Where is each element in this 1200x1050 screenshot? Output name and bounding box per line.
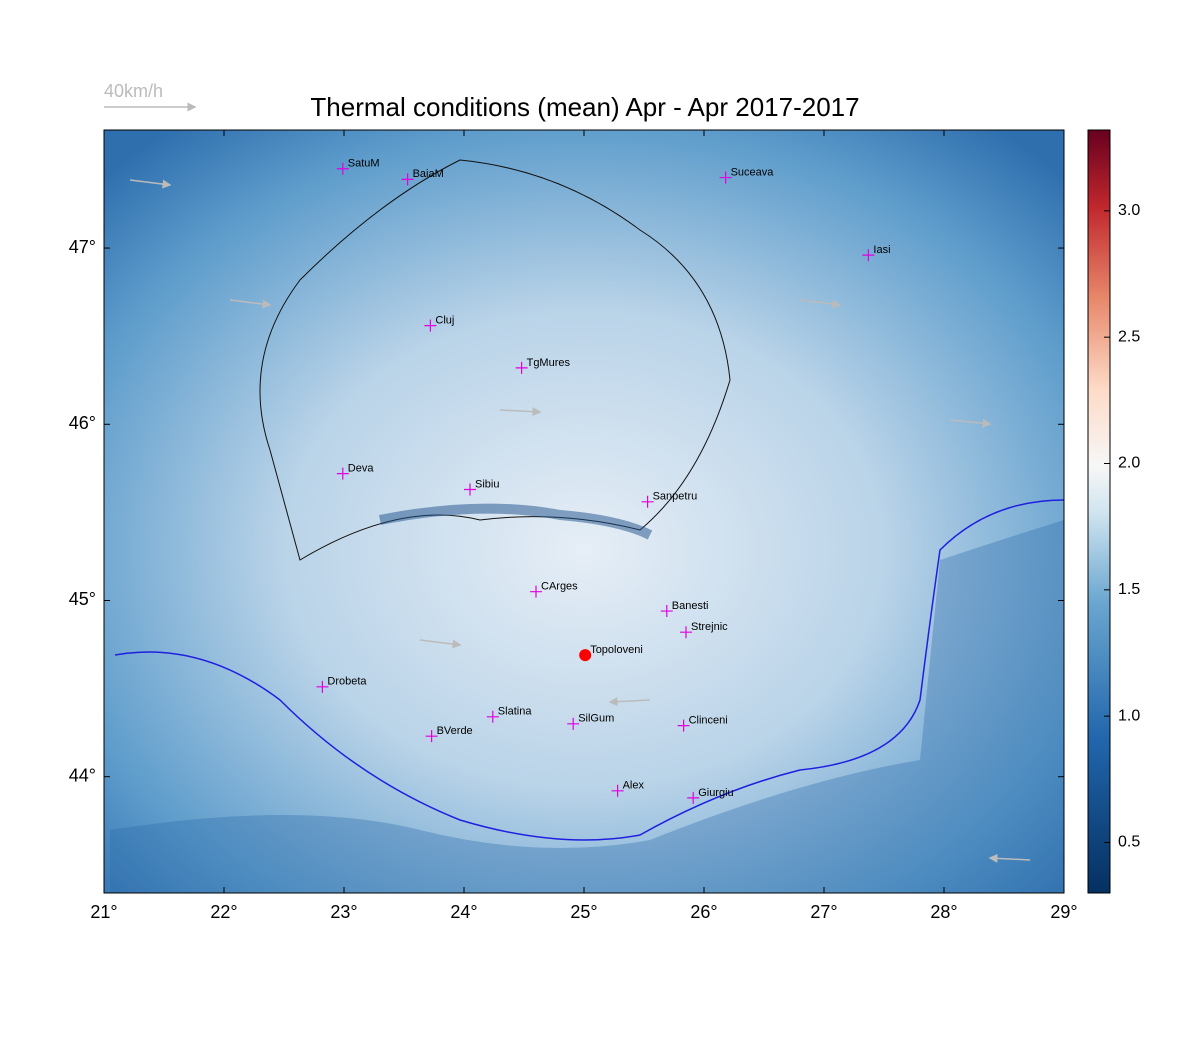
city-marker xyxy=(579,649,592,662)
city-label: CArges xyxy=(541,581,578,593)
x-tick-label: 24° xyxy=(450,902,477,922)
city-marker xyxy=(719,171,732,184)
danube-shade xyxy=(110,520,1064,893)
x-tick-label: 28° xyxy=(930,902,957,922)
city-marker xyxy=(486,710,499,723)
city-label: SatuM xyxy=(348,158,380,170)
city-label: Clinceni xyxy=(689,715,728,727)
city-marker xyxy=(336,467,349,480)
city-marker xyxy=(316,680,329,693)
city-marker xyxy=(464,483,476,496)
x-tick-label: 22° xyxy=(210,902,237,922)
city-marker xyxy=(862,249,875,262)
city-label: Suceava xyxy=(731,166,775,178)
city-marker xyxy=(424,319,437,332)
city-label: Cluj xyxy=(435,315,454,327)
thermal-field xyxy=(104,130,1064,893)
x-tick-label: 27° xyxy=(810,902,837,922)
city-marker xyxy=(680,626,692,639)
city-marker xyxy=(611,784,624,797)
city-marker xyxy=(425,730,438,743)
colorbar xyxy=(1087,129,1111,894)
city-label: SilGum xyxy=(578,713,614,725)
city-marker xyxy=(401,173,414,186)
y-tick-label: 46° xyxy=(69,413,96,433)
city-label: Giurgiu xyxy=(698,787,733,799)
city-label: Deva xyxy=(348,463,375,475)
colorbar-tick-label: 1.5 xyxy=(1118,581,1140,598)
x-tick-label: 29° xyxy=(1050,902,1077,922)
colorbar-tick-label: 1.0 xyxy=(1118,707,1140,724)
city-marker xyxy=(687,791,700,804)
city-label: Sibiu xyxy=(475,478,499,490)
city-label: Iasi xyxy=(873,244,890,256)
colorbar-tick-label: 0.5 xyxy=(1118,834,1140,851)
x-tick-label: 21° xyxy=(90,902,117,922)
wind-arrows xyxy=(129,179,1031,863)
y-tick-label: 45° xyxy=(69,589,96,609)
city-marker xyxy=(515,361,528,374)
x-tick-label: 26° xyxy=(690,902,717,922)
city-marker xyxy=(660,605,673,618)
city-label: Alex xyxy=(623,780,645,792)
city-label: Drobeta xyxy=(327,676,367,688)
city-label: Sanpetru xyxy=(653,491,698,503)
ridge xyxy=(379,503,653,540)
colorbar-tick-label: 2.5 xyxy=(1118,328,1140,345)
city-marker xyxy=(677,719,690,732)
y-tick-label: 47° xyxy=(69,237,96,257)
river xyxy=(114,499,1065,841)
city-label: BVerde xyxy=(437,725,473,737)
x-tick-label: 23° xyxy=(330,902,357,922)
city-marker xyxy=(641,495,654,508)
city-label: Topoloveni xyxy=(590,644,643,656)
x-tick-label: 25° xyxy=(570,902,597,922)
city-marker xyxy=(530,585,542,598)
city-label: Strejnic xyxy=(691,621,728,633)
city-marker xyxy=(567,717,580,730)
city-label: Slatina xyxy=(498,706,533,718)
city-label: Banesti xyxy=(672,600,709,612)
city-marker xyxy=(336,162,349,175)
colorbar-tick-label: 3.0 xyxy=(1118,202,1140,219)
city-label: TgMures xyxy=(527,357,571,369)
city-label: BaiaM xyxy=(413,168,444,180)
wind-scale-label: 40km/h xyxy=(104,81,163,101)
contour xyxy=(259,159,731,561)
chart-title: Thermal conditions (mean) Apr - Apr 2017… xyxy=(310,92,859,122)
colorbar-tick-label: 2.0 xyxy=(1118,455,1140,472)
y-tick-label: 44° xyxy=(69,765,96,785)
